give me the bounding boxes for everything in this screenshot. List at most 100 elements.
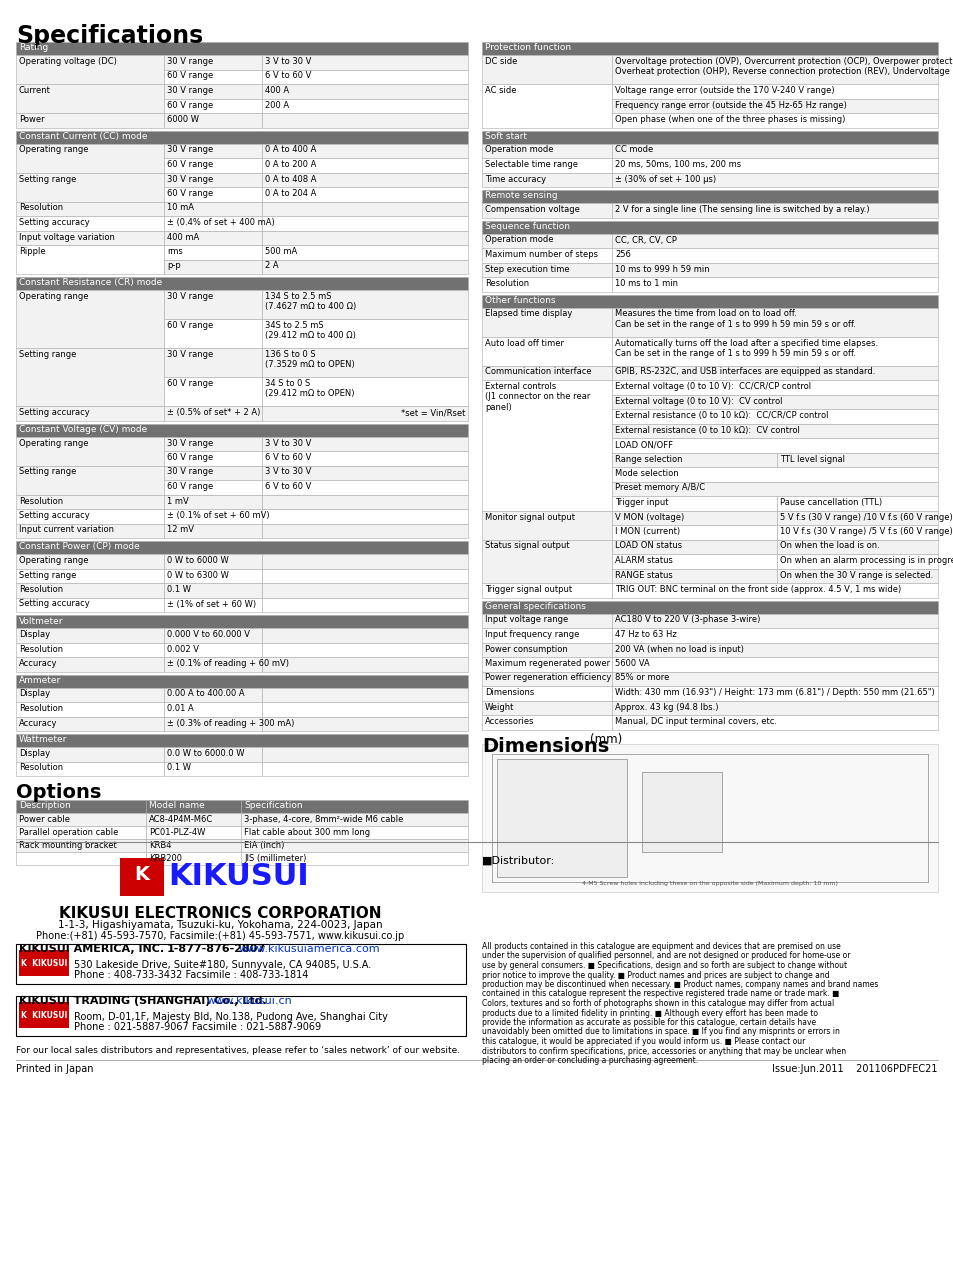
- Bar: [16, 852, 146, 865]
- Bar: [612, 701, 937, 715]
- Bar: [16, 55, 164, 84]
- Text: Constant Current (CC) mode: Constant Current (CC) mode: [19, 132, 148, 141]
- Text: 10 V f.s (30 V range) /5 V f.s (60 V range): 10 V f.s (30 V range) /5 V f.s (60 V ran…: [780, 527, 952, 536]
- Bar: [16, 495, 164, 509]
- Bar: [16, 687, 164, 702]
- Bar: [164, 642, 262, 658]
- Bar: [16, 245, 164, 273]
- Text: Setting range: Setting range: [19, 174, 76, 183]
- Bar: [164, 628, 262, 642]
- Text: 134 S to 2.5 mS
(7.4627 mΩ to 400 Ω): 134 S to 2.5 mS (7.4627 mΩ to 400 Ω): [265, 293, 355, 312]
- Bar: [164, 259, 262, 273]
- Bar: [481, 84, 612, 127]
- Text: *set = Vin/Rset: *set = Vin/Rset: [400, 408, 464, 417]
- Text: 530 Lakeside Drive, Suite#180, Sunnyvale, CA 94085, U.S.A.: 530 Lakeside Drive, Suite#180, Sunnyvale…: [74, 960, 371, 971]
- Text: Communication interface: Communication interface: [484, 368, 591, 377]
- Text: Trigger signal output: Trigger signal output: [484, 585, 572, 594]
- Text: Automatically turns off the load after a specified time elapses.
Can be set in t: Automatically turns off the load after a…: [615, 338, 877, 357]
- Text: 200 A: 200 A: [265, 100, 289, 109]
- Bar: [262, 452, 468, 466]
- Text: Constant Resistance (CR) mode: Constant Resistance (CR) mode: [19, 279, 162, 287]
- Bar: [164, 201, 262, 216]
- Text: Display: Display: [19, 689, 51, 698]
- Bar: [262, 319, 468, 349]
- Bar: [262, 377, 468, 406]
- Bar: [481, 144, 612, 158]
- Bar: [16, 996, 465, 1035]
- Text: 3 V to 30 V: 3 V to 30 V: [265, 468, 311, 477]
- Text: Monitor signal output: Monitor signal output: [484, 513, 575, 522]
- Text: Specification: Specification: [244, 801, 302, 810]
- Text: 6 V to 60 V: 6 V to 60 V: [265, 482, 311, 491]
- Text: TTL level signal: TTL level signal: [780, 454, 844, 463]
- Bar: [262, 173, 468, 187]
- Text: Constant Voltage (CV) mode: Constant Voltage (CV) mode: [19, 425, 147, 434]
- Text: GPIB, RS-232C, and USB interfaces are equipped as standard.: GPIB, RS-232C, and USB interfaces are eq…: [615, 368, 875, 377]
- Text: ± (30% of set + 100 μs): ± (30% of set + 100 μs): [615, 174, 716, 183]
- Text: Operating range: Operating range: [19, 556, 89, 565]
- Text: 0.1 W: 0.1 W: [167, 585, 191, 594]
- Text: 60 V range: 60 V range: [167, 482, 213, 491]
- Text: External resistance (0 to 10 kΩ):  CC/CR/CP control: External resistance (0 to 10 kΩ): CC/CR/…: [615, 411, 827, 420]
- Text: 47 Hz to 63 Hz: 47 Hz to 63 Hz: [615, 630, 676, 639]
- Text: Power regeneration efficiency: Power regeneration efficiency: [484, 673, 611, 683]
- Text: 6 V to 60 V: 6 V to 60 V: [265, 71, 311, 80]
- Bar: [612, 525, 776, 539]
- Bar: [262, 98, 468, 113]
- Bar: [262, 259, 468, 273]
- Bar: [164, 349, 262, 377]
- Text: Approx. 43 kg (94.8 lbs.): Approx. 43 kg (94.8 lbs.): [615, 702, 718, 711]
- Text: (mm): (mm): [589, 734, 621, 747]
- Text: 2 A: 2 A: [265, 262, 278, 271]
- Text: On when an alarm processing is in progress.: On when an alarm processing is in progre…: [780, 556, 953, 565]
- Bar: [164, 747, 262, 762]
- Text: ± (0.4% of set + 400 mA): ± (0.4% of set + 400 mA): [167, 218, 274, 226]
- Text: 60 V range: 60 V range: [167, 321, 213, 329]
- Text: Resolution: Resolution: [19, 703, 63, 714]
- Bar: [262, 84, 468, 98]
- Bar: [16, 230, 164, 245]
- Bar: [612, 686, 937, 701]
- Text: Specifications: Specifications: [16, 24, 203, 48]
- Text: 1 mV: 1 mV: [167, 496, 189, 505]
- Text: 34 S to 0 S
(29.412 mΩ to OPEN): 34 S to 0 S (29.412 mΩ to OPEN): [265, 379, 355, 398]
- Text: RANGE status: RANGE status: [615, 571, 672, 580]
- Text: Operating range: Operating range: [19, 145, 89, 154]
- Text: Rack mounting bracket: Rack mounting bracket: [19, 841, 116, 850]
- Text: 12 mV: 12 mV: [167, 525, 193, 534]
- Bar: [481, 744, 937, 892]
- Text: Overvoltage protection (OVP), Overcurrent protection (OCP), Overpower protection: Overvoltage protection (OVP), Overcurren…: [615, 57, 953, 76]
- Bar: [612, 467, 937, 482]
- Bar: [16, 424, 468, 436]
- Bar: [481, 600, 937, 613]
- Bar: [481, 173, 612, 187]
- Bar: [16, 201, 164, 216]
- Bar: [262, 187, 468, 201]
- Text: LOAD ON status: LOAD ON status: [615, 542, 681, 551]
- Text: Accessories: Accessories: [484, 717, 534, 726]
- Text: 4-M5 Screw holes including these on the opposite side (Maximum depth: 10 mm): 4-M5 Screw holes including these on the …: [581, 881, 837, 887]
- Bar: [262, 583, 468, 598]
- Text: Wattmeter: Wattmeter: [19, 735, 68, 744]
- Bar: [164, 480, 262, 495]
- Text: KIKUSUI: KIKUSUI: [168, 862, 309, 890]
- Text: ± (0.1% of reading + 60 mV): ± (0.1% of reading + 60 mV): [167, 659, 289, 668]
- Bar: [241, 840, 468, 852]
- Bar: [481, 234, 612, 248]
- Bar: [164, 173, 262, 187]
- Bar: [481, 337, 612, 365]
- Text: JIS (millimeter): JIS (millimeter): [244, 854, 306, 862]
- Text: Input frequency range: Input frequency range: [484, 630, 578, 639]
- Text: www.kikusuiamerica.com: www.kikusuiamerica.com: [239, 944, 380, 954]
- Bar: [262, 216, 468, 230]
- Bar: [481, 308, 612, 337]
- Bar: [262, 598, 468, 612]
- Text: Flat cable about 300 mm long: Flat cable about 300 mm long: [244, 828, 370, 837]
- Bar: [262, 158, 468, 173]
- Bar: [612, 84, 937, 98]
- Text: Resolution: Resolution: [19, 496, 63, 505]
- Bar: [612, 482, 937, 496]
- Text: 200 VA (when no load is input): 200 VA (when no load is input): [615, 645, 743, 654]
- Text: Compensation voltage: Compensation voltage: [484, 205, 579, 214]
- Text: 3 V to 30 V: 3 V to 30 V: [265, 439, 311, 448]
